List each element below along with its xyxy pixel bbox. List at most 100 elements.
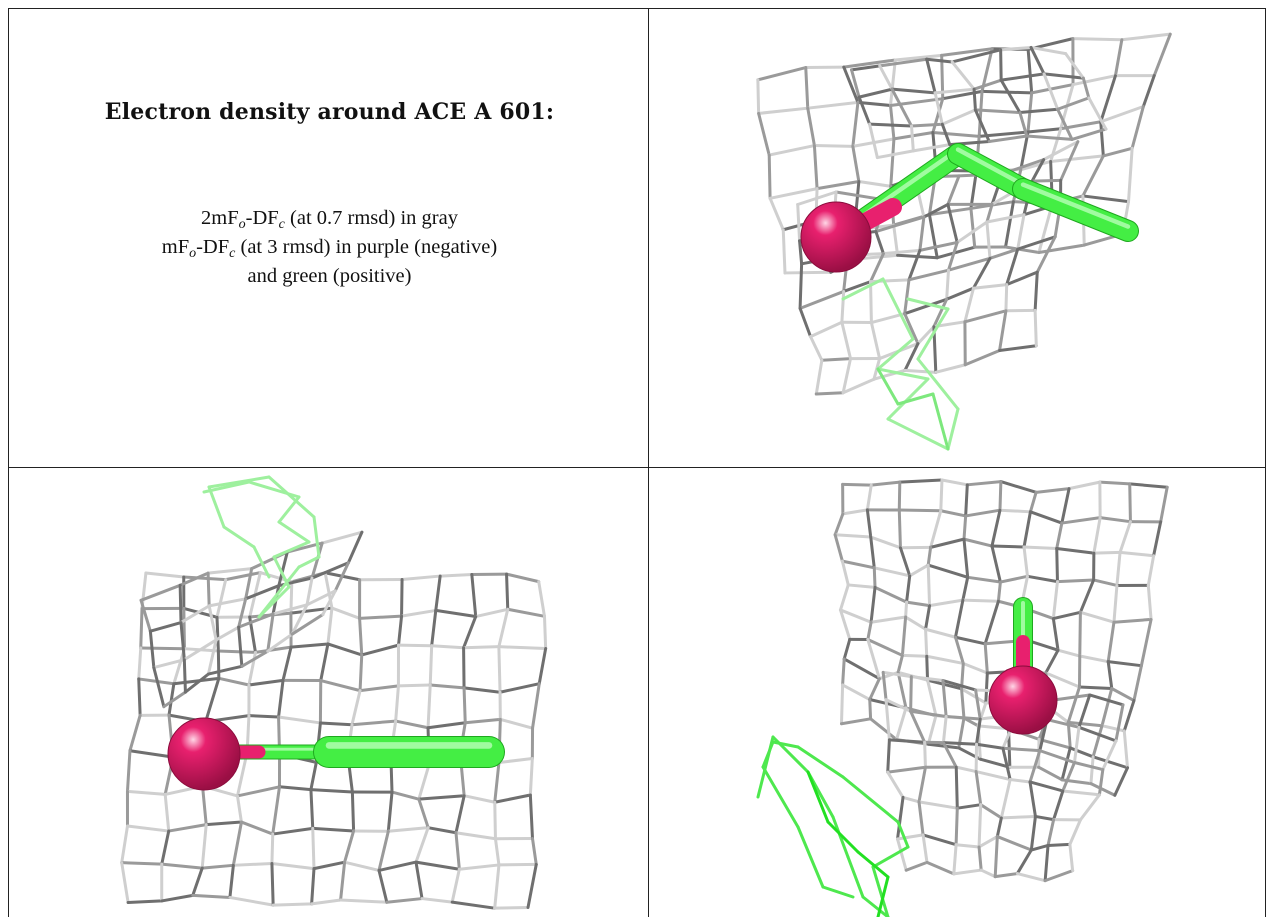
density-mesh-gray: [358, 653, 364, 693]
density-mesh-gray: [888, 103, 896, 141]
density-mesh-gray: [901, 795, 921, 804]
density-mesh-gray: [207, 597, 248, 608]
density-mesh-gray: [977, 835, 999, 849]
density-mesh-gray: [201, 784, 208, 827]
density-mesh-gray: [851, 100, 860, 148]
density-mesh-gray: [1043, 869, 1075, 883]
density-mesh-gray: [390, 790, 421, 801]
density-mesh-green-positive: [871, 865, 890, 917]
density-mesh-gray: [434, 574, 442, 612]
density-mesh-gray: [869, 615, 908, 624]
density-mesh-gray: [1139, 617, 1153, 668]
density-mesh-gray: [493, 906, 530, 910]
density-mesh-gray: [856, 100, 892, 107]
density-mesh-gray: [1042, 72, 1085, 80]
density-mesh-gray: [289, 642, 330, 649]
density-mesh-gray: [903, 278, 911, 316]
density-mesh-gray: [377, 868, 389, 904]
density-mesh-gray: [953, 635, 987, 646]
density-mesh-gray: [377, 860, 418, 872]
density-mesh-green-positive: [861, 895, 890, 917]
density-map-top-right: [756, 32, 1172, 451]
density-mesh-gray: [266, 612, 275, 653]
density-mesh-gray: [216, 649, 257, 654]
density-mesh-gray: [247, 714, 281, 719]
density-mesh-gray: [886, 738, 891, 774]
density-mesh-gray: [875, 149, 915, 160]
density-mesh-gray: [228, 863, 235, 899]
density-mesh-gray: [1066, 720, 1072, 750]
density-mesh-gray: [927, 213, 939, 260]
density-mesh-gray: [939, 509, 968, 518]
density-mesh-gray: [955, 803, 983, 810]
density-mesh-gray: [1022, 545, 1059, 550]
density-mesh-gray: [319, 679, 362, 693]
density-mesh-gray: [995, 835, 1033, 852]
density-mesh-gray: [941, 679, 948, 718]
density-mesh-gray: [918, 215, 926, 252]
density-mesh-gray: [1016, 213, 1026, 251]
density-mesh-gray: [454, 831, 497, 841]
density-mesh-gray: [783, 270, 833, 275]
density-mesh-gray: [757, 106, 810, 115]
view-cell-bottom-right: [648, 467, 1266, 917]
density-mesh-gray: [965, 480, 1003, 487]
density-mesh-gray: [506, 607, 546, 618]
density-mesh-gray: [309, 760, 318, 792]
density-mesh-gray: [128, 749, 175, 759]
density-mesh-gray: [977, 89, 984, 138]
density-mesh-gray: [869, 312, 907, 325]
density-mesh-gray: [182, 606, 186, 651]
density-mesh-gray: [812, 144, 855, 148]
density-mesh-gray: [960, 687, 966, 720]
density-mesh-gray: [869, 535, 902, 550]
density-mesh-gray: [434, 608, 478, 619]
density-mesh-gray: [998, 480, 1003, 512]
density-mesh-gray: [1018, 107, 1060, 115]
density-mesh-gray: [842, 65, 860, 104]
density-mesh-green-positive: [841, 775, 900, 824]
density-mesh-gray: [1055, 546, 1096, 555]
density-mesh-gray: [1028, 510, 1064, 525]
density-mesh-gray: [125, 749, 132, 793]
density-mesh-gray: [1128, 482, 1132, 524]
density-mesh-gray: [998, 344, 1038, 352]
density-mesh-gray: [903, 368, 938, 374]
density-mesh-gray: [360, 643, 401, 657]
density-mesh-gray: [1044, 648, 1060, 675]
density-mesh-gray: [318, 721, 354, 727]
density-mesh-gray: [462, 686, 502, 694]
density-map-bottom-left: [120, 475, 548, 910]
density-mesh-gray: [1118, 520, 1132, 554]
density-mesh-gray: [910, 124, 915, 153]
density-mesh-gray: [277, 550, 289, 588]
density-mesh-gray: [1114, 703, 1125, 743]
figure-legend: 2mFo-DFc (at 0.7 rmsd) in gray mFo-DFc (…: [9, 204, 650, 291]
density-mesh-gray: [312, 860, 347, 871]
density-mesh-gray: [426, 721, 467, 730]
density-mesh-gray: [414, 826, 430, 864]
density-mesh-gray: [1078, 610, 1082, 658]
density-mesh-green-positive: [222, 525, 256, 549]
density-mesh-green-positive: [876, 875, 890, 917]
density-mesh-gray: [120, 824, 129, 865]
density-mesh-gray: [343, 829, 356, 864]
density-mesh-gray: [200, 863, 235, 870]
density-mesh-gray: [933, 91, 944, 126]
view-cell-top-right: [648, 8, 1266, 468]
ligand-bond-stick-highlight: [955, 147, 1026, 187]
density-mesh-gray: [869, 535, 876, 570]
density-mesh-gray: [270, 862, 316, 871]
density-mesh-gray: [1066, 685, 1081, 724]
density-mesh-gray: [497, 757, 534, 765]
density-mesh-gray: [798, 306, 813, 339]
density-mesh-gray: [904, 860, 929, 872]
density-mesh-gray: [1028, 780, 1065, 793]
density-mesh-gray: [1068, 746, 1095, 759]
density-mesh-green-positive: [886, 377, 930, 421]
density-mesh-gray: [182, 658, 187, 694]
density-mesh-gray: [884, 698, 913, 713]
density-mesh-gray: [999, 78, 1022, 115]
density-mesh-gray: [995, 816, 1003, 839]
